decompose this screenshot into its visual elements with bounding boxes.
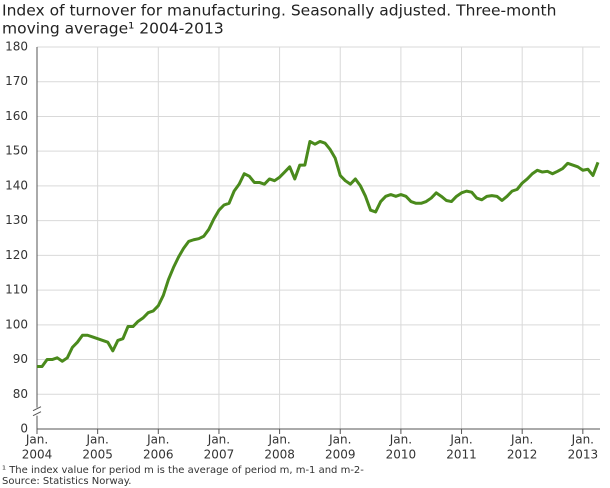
chart-title: Index of turnover for manufacturing. Sea… (2, 2, 556, 20)
x-tick-label: Jan. (449, 433, 472, 447)
x-tick-label: Jan. (510, 433, 533, 447)
x-tick-label: 2010 (386, 448, 417, 462)
chart-title: moving average¹ 2004-2013 (2, 20, 224, 38)
x-tick-label: Jan. (389, 433, 412, 447)
x-tick-label: Jan. (25, 433, 48, 447)
y-tick-label: 160 (5, 109, 28, 123)
y-tick-label: 110 (5, 283, 28, 297)
y-tick-label: 170 (5, 74, 28, 88)
x-tick-label: 2004 (22, 448, 53, 462)
source: Source: Statistics Norway. (2, 476, 131, 487)
y-tick-label: 180 (5, 40, 28, 54)
x-tick-label: Jan. (85, 433, 108, 447)
y-tick-label: 140 (5, 178, 28, 192)
x-tick-label: Jan. (328, 433, 351, 447)
y-tick-label: 80 (13, 387, 28, 401)
x-tick-label: Jan. (146, 433, 169, 447)
x-tick-label: Jan. (207, 433, 230, 447)
line (37, 139, 600, 368)
x-tick-label: 2009 (325, 448, 356, 462)
y-tick-label: 120 (5, 248, 28, 262)
y-tick-label: 150 (5, 144, 28, 158)
y-tick-label: 0 (20, 422, 28, 436)
x-tick-label: 2011 (446, 448, 477, 462)
axis-break-gap (33, 407, 41, 416)
x-tick-label: 2013 (568, 448, 599, 462)
y-tick-label: 100 (5, 317, 28, 331)
x-tick-label: 2005 (82, 448, 113, 462)
y-tick-label: 130 (5, 213, 28, 227)
x-tick-label: Jan. (571, 433, 594, 447)
x-tick-label: Jan. (267, 433, 290, 447)
x-tick-label: 2012 (507, 448, 538, 462)
footnote: ¹ The index value for period m is the av… (2, 465, 364, 476)
y-tick-label: 90 (13, 352, 28, 366)
axis-break (32, 406, 42, 417)
x-tick-label: 2006 (143, 448, 174, 462)
x-tick-label: 2007 (204, 448, 235, 462)
x-tick-label: 2008 (264, 448, 295, 462)
